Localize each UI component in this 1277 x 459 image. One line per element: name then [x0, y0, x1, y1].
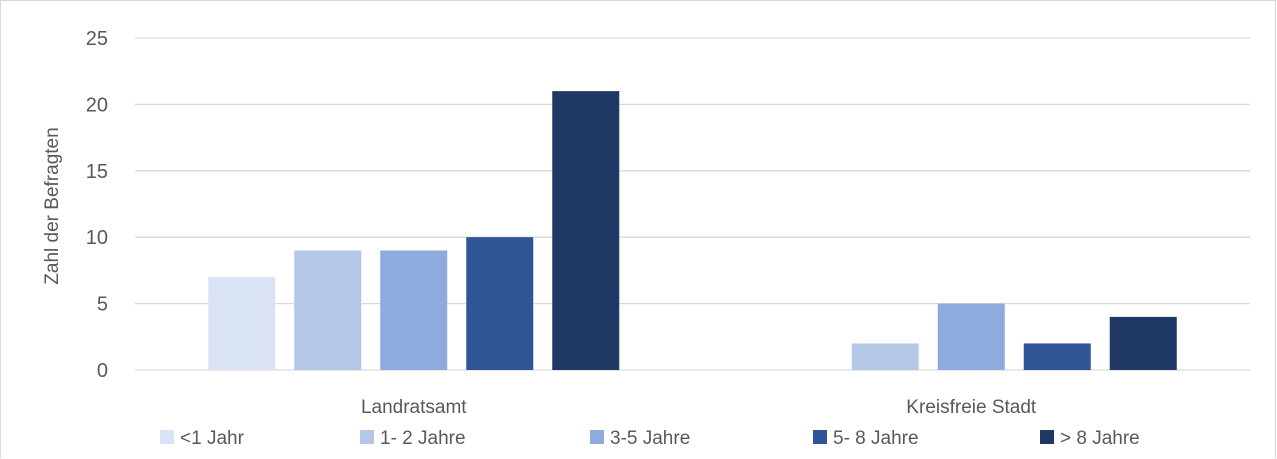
legend-label-1: <1 Jahr	[180, 428, 245, 449]
y-axis-ticks: 0 5 10 15 20 25	[86, 28, 108, 382]
legend-label-5: > 8 Jahre	[1060, 428, 1140, 449]
bar-kreisfreie-stadt-series-2	[851, 343, 919, 370]
y-tick-label-0: 0	[97, 360, 108, 382]
y-tick-label-10: 10	[86, 227, 108, 249]
bar-kreisfreie-stadt-series-4	[1023, 343, 1091, 370]
y-tick-label-5: 5	[97, 294, 108, 316]
legend-label-2: 1- 2 Jahre	[380, 428, 466, 449]
legend-swatch-1	[160, 430, 174, 444]
x-axis-categories: Landratsamt Kreisfreie Stadt	[361, 397, 1037, 418]
y-axis-title: Zahl der Befragten	[42, 127, 63, 284]
bar-kreisfreie-stadt-series-5	[1109, 316, 1177, 370]
legend-label-3: 3-5 Jahre	[610, 428, 690, 449]
bar-kreisfreie-stadt-series-3	[937, 303, 1005, 370]
bar-landratsamt-series-5	[552, 91, 620, 371]
bar-landratsamt-series-3	[380, 250, 448, 370]
bar-landratsamt-series-2	[294, 250, 362, 370]
y-tick-label-15: 15	[86, 161, 108, 183]
bars	[208, 91, 1177, 371]
legend-swatch-3	[590, 430, 604, 444]
category-label-kreisfreie-stadt: Kreisfreie Stadt	[906, 397, 1037, 418]
legend-swatch-2	[360, 430, 374, 444]
bar-landratsamt-series-1	[208, 277, 276, 370]
bar-landratsamt-series-4	[466, 237, 534, 370]
legend-swatch-4	[813, 430, 827, 444]
legend-label-4: 5- 8 Jahre	[833, 428, 919, 449]
y-tick-label-20: 20	[86, 94, 108, 116]
category-label-landratsamt: Landratsamt	[361, 397, 467, 418]
y-tick-label-25: 25	[86, 28, 108, 50]
legend-swatch-5	[1040, 430, 1054, 444]
legend: <1 Jahr 1- 2 Jahre 3-5 Jahre 5- 8 Jahre > 8 …	[160, 428, 1140, 449]
